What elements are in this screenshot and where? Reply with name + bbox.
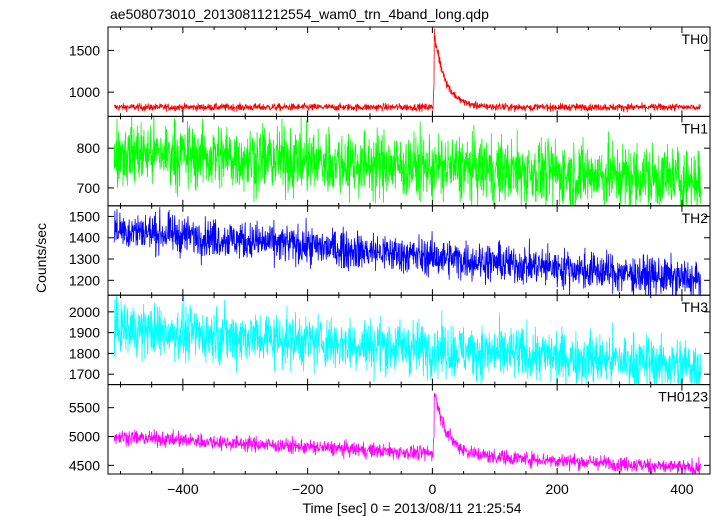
y-tick-label-th2-3: 1500 <box>69 208 100 224</box>
y-tick-label-th1-0: 700 <box>77 180 101 196</box>
y-tick-label-th3-2: 1900 <box>69 325 100 341</box>
y-axis-label: Counts/sec <box>33 223 49 293</box>
panel-label-th3: TH3 <box>682 299 709 315</box>
panel-th1: 700 800 TH1 <box>77 115 711 207</box>
panel-label-th1: TH1 <box>682 120 709 136</box>
y-tick-label-th1-1: 800 <box>77 140 101 156</box>
x-axis-label: Time [sec] 0 = 2013/08/11 21:25:54 <box>302 500 521 516</box>
y-tick-label-th0-0: 1000 <box>69 84 100 100</box>
x-tick-label-2: 0 <box>428 481 436 497</box>
y-tick-label-th3-3: 2000 <box>69 304 100 320</box>
panel-th3: 1700 1800 1900 2000 TH3 <box>69 294 711 386</box>
y-tick-label-th0123-0: 4500 <box>69 457 100 473</box>
series-th2 <box>113 207 701 296</box>
panel-th2: 1200 1300 1400 1500 TH2 <box>69 205 711 296</box>
x-tick-label-0: −400 <box>167 481 199 497</box>
panel-frame <box>107 26 711 117</box>
series-th0 <box>113 28 701 113</box>
series-th3 <box>113 295 701 385</box>
panel-label-th2: TH2 <box>682 210 709 226</box>
y-tick-label-th2-2: 1400 <box>69 230 100 246</box>
panel-th0123: 4500 5000 5500 TH0123 <box>69 384 711 475</box>
y-tick-label-th2-0: 1200 <box>69 272 100 288</box>
panel-frame <box>107 384 711 475</box>
y-tick-label-th0-1: 1500 <box>69 42 100 58</box>
panel-label-th0123: TH0123 <box>658 389 708 405</box>
x-tick-labels: −400 −200 0 200 400 <box>167 481 694 497</box>
y-tick-label-th3-1: 1800 <box>69 345 100 361</box>
x-tick-label-3: 200 <box>545 481 569 497</box>
series-th1 <box>113 116 701 206</box>
y-tick-label-th3-0: 1700 <box>69 366 100 382</box>
y-tick-label-th0123-1: 5000 <box>69 429 100 445</box>
chart-title: ae508073010_20130811212554_wam0_trn_4ban… <box>110 6 489 22</box>
x-tick-label-4: 400 <box>670 481 694 497</box>
series-th0123 <box>113 392 701 475</box>
y-tick-label-th2-1: 1300 <box>69 251 100 267</box>
x-tick-label-1: −200 <box>292 481 324 497</box>
y-tick-label-th0123-2: 5500 <box>69 400 100 416</box>
panel-label-th0: TH0 <box>682 31 709 47</box>
panel-th0: 1000 1500 TH0 <box>69 26 711 117</box>
